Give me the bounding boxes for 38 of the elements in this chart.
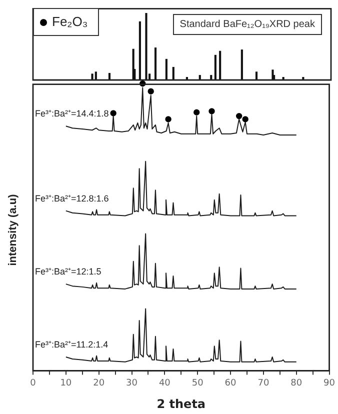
- bar: [154, 48, 157, 80]
- legend-label: Fe₂O₃: [52, 14, 88, 29]
- bar: [145, 13, 148, 80]
- point: [242, 116, 248, 122]
- annotation: Standard BaFe₁₂O₁₉XRD peak: [172, 14, 322, 35]
- point: [165, 116, 172, 122]
- x-tick-label: 80: [290, 378, 302, 389]
- bar: [240, 50, 243, 80]
- x-tick-label: 10: [60, 378, 72, 389]
- point: [236, 112, 242, 120]
- x-tick-label: 70: [258, 378, 270, 389]
- x-tick-label: 20: [93, 378, 105, 389]
- x-tick-label: 0: [30, 378, 36, 389]
- series-label: Fe³⁺:Ba²⁺=14.4:1.8: [35, 108, 109, 119]
- x-tick-label: 60: [224, 378, 237, 389]
- point: [194, 109, 200, 116]
- series-label: Fe³⁺:Ba²⁺=12.8:1.6: [35, 193, 109, 204]
- x-axis-title: 2 theta: [156, 396, 206, 411]
- series-label: Fe³⁺:Ba²⁺=11.2:1.4: [35, 340, 108, 350]
- point: [110, 110, 116, 116]
- x-tick-label: 30: [126, 378, 138, 389]
- x-tick-label: 50: [192, 378, 204, 389]
- bar: [214, 54, 216, 80]
- point: [148, 88, 154, 94]
- bar: [91, 74, 94, 80]
- bar: [165, 58, 168, 80]
- y-axis-title: intensity (a.u): [7, 194, 19, 266]
- bar: [172, 66, 174, 80]
- point: [208, 108, 215, 114]
- bar: [138, 21, 141, 80]
- bar: [272, 70, 274, 80]
- x-tick-label: 90: [324, 378, 336, 389]
- bar: [108, 72, 111, 80]
- x-tick-label: 40: [158, 378, 171, 389]
- bar: [255, 72, 258, 80]
- bar: [219, 50, 222, 80]
- bar: [94, 72, 97, 80]
- series-label: Fe³⁺:Ba²⁺=12:1.5: [35, 266, 102, 277]
